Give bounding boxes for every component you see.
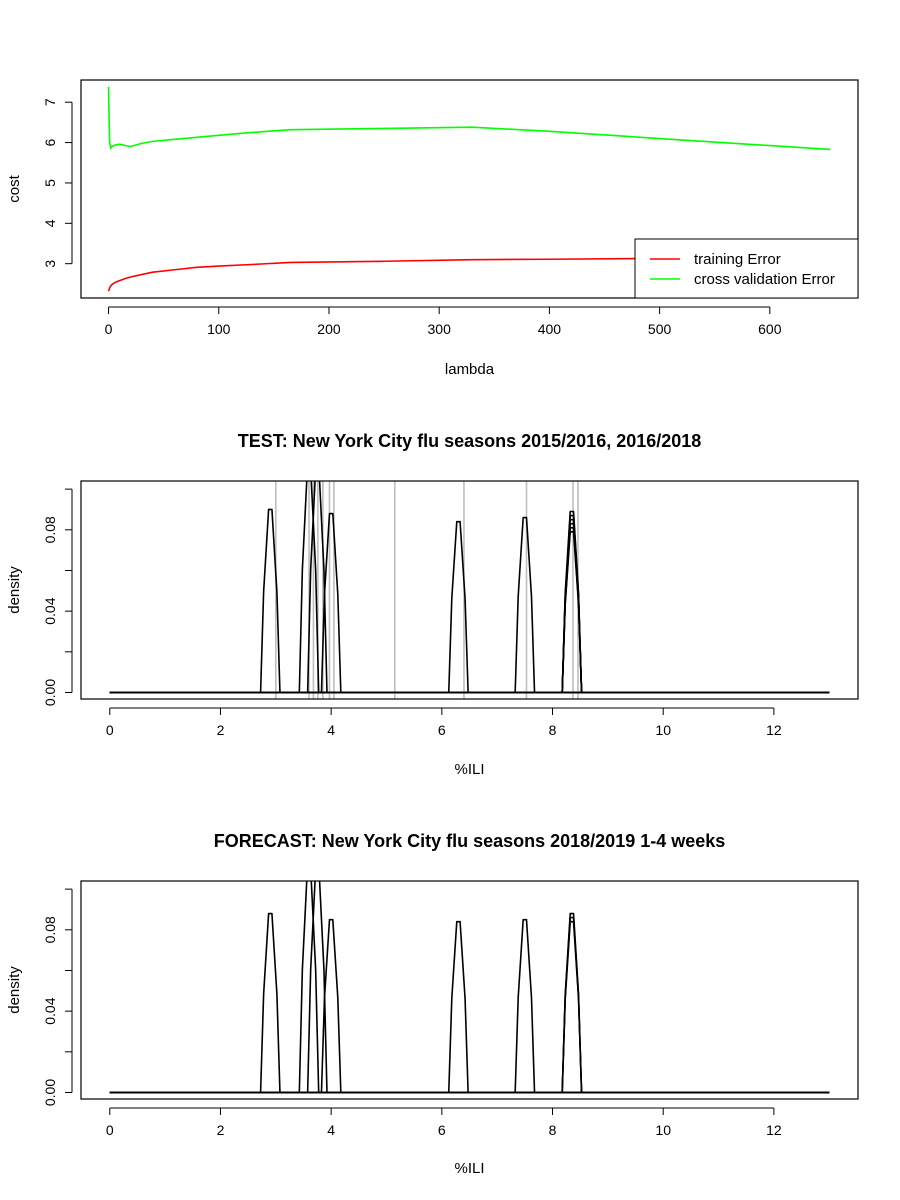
y-tick-label: 0.00 — [42, 679, 58, 706]
x-tick-label: 400 — [538, 321, 562, 337]
density-curve — [109, 510, 830, 694]
x-tick-label: 600 — [758, 321, 782, 337]
x-tick-label: 12 — [766, 1122, 782, 1138]
test-chart-frame — [80, 480, 859, 700]
density-curve — [109, 912, 830, 1094]
density-curve — [109, 881, 830, 1094]
x-tick-label: 8 — [549, 1122, 557, 1138]
cost-chart-frame — [80, 79, 859, 299]
legend-box — [634, 238, 859, 299]
forecast-chart-ylabel: density — [6, 966, 23, 1014]
forecast-chart-frame — [80, 880, 859, 1100]
density-curve — [109, 881, 830, 1094]
x-tick-label: 10 — [655, 722, 671, 738]
test-chart-ylabel: density — [6, 566, 23, 614]
cost-chart-axes: 0 100 200 300 400 500 600 3 4 5 6 7 — [42, 98, 782, 337]
forecast-chart-axes: 0 2 4 6 8 10 12 0.00 0.04 0.08 — [42, 888, 782, 1138]
cost-chart: 0 100 200 300 400 500 600 3 4 5 6 7 lambda cost tra… — [6, 79, 859, 378]
y-tick-label: 5 — [42, 179, 58, 187]
legend-label-cv: cross validation Error — [694, 271, 835, 288]
density-curve — [109, 520, 830, 694]
training-error-line — [107, 256, 831, 292]
x-tick-label: 0 — [106, 1122, 114, 1138]
cost-chart-ylabel: cost — [6, 174, 23, 202]
cost-chart-legend: training Error cross validation Error — [634, 238, 859, 299]
density-curve — [109, 481, 830, 694]
y-tick-label: 6 — [42, 138, 58, 146]
forecast-chart-xlabel: %ILI — [454, 1160, 484, 1177]
density-curve — [109, 920, 830, 1094]
x-tick-label: 100 — [207, 321, 231, 337]
density-curve — [109, 481, 830, 694]
x-tick-label: 200 — [317, 321, 341, 337]
test-chart-xlabel: %ILI — [454, 761, 484, 778]
density-plot-area — [109, 481, 830, 699]
y-tick-label: 0.08 — [42, 916, 58, 943]
density-curve — [109, 912, 830, 1094]
density-curve — [109, 512, 830, 694]
y-tick-label: 3 — [42, 260, 58, 268]
forecast-chart-title: FORECAST: New York City flu seasons 2018… — [214, 831, 726, 851]
density-curve — [109, 518, 830, 694]
cost-chart-xlabel: lambda — [445, 361, 495, 378]
x-tick-label: 300 — [428, 321, 452, 337]
density-plot-area — [109, 881, 830, 1094]
density-curve — [109, 526, 830, 694]
x-tick-label: 500 — [648, 321, 672, 337]
x-tick-label: 8 — [549, 722, 557, 738]
x-tick-label: 10 — [655, 1122, 671, 1138]
cv-error-line — [107, 86, 831, 151]
density-curve — [109, 508, 830, 694]
x-tick-label: 2 — [217, 722, 225, 738]
test-chart-axes: 0 2 4 6 8 10 12 0.00 0.04 0.08 — [42, 488, 782, 738]
density-curve — [109, 918, 830, 1094]
density-curve — [109, 514, 830, 694]
test-chart-title: TEST: New York City flu seasons 2015/201… — [238, 431, 702, 451]
density-curve — [109, 918, 830, 1094]
test-chart-marks — [109, 481, 830, 699]
y-tick-label: 0.08 — [42, 516, 58, 543]
density-curve — [109, 916, 830, 1094]
density-curve — [109, 516, 830, 694]
density-curve — [109, 531, 830, 694]
y-tick-label: 4 — [42, 219, 58, 227]
density-curve — [109, 522, 830, 694]
test-density-chart: TEST: New York City flu seasons 2015/201… — [6, 431, 859, 778]
y-tick-label: 7 — [42, 98, 58, 106]
cost-chart-series — [107, 86, 831, 292]
forecast-chart-marks — [109, 881, 830, 1094]
x-tick-label: 6 — [438, 1122, 446, 1138]
x-tick-label: 0 — [105, 321, 113, 337]
x-tick-label: 4 — [327, 722, 335, 738]
forecast-density-chart: FORECAST: New York City flu seasons 2018… — [6, 831, 859, 1177]
y-tick-label: 0.04 — [42, 597, 58, 624]
legend-label-training: training Error — [694, 251, 781, 268]
density-curve — [109, 920, 830, 1094]
y-tick-label: 0.00 — [42, 1079, 58, 1106]
x-tick-label: 2 — [217, 1122, 225, 1138]
x-tick-label: 0 — [106, 722, 114, 738]
x-tick-label: 4 — [327, 1122, 335, 1138]
x-tick-label: 12 — [766, 722, 782, 738]
x-tick-label: 6 — [438, 722, 446, 738]
y-tick-label: 0.04 — [42, 997, 58, 1024]
